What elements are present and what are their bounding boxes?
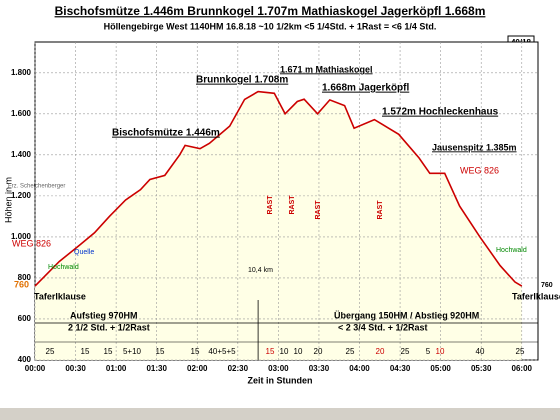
annotation: 760 [14,279,29,289]
y-tick-label: 1.400 [11,150,32,159]
x-tick-label: 05:00 [430,364,451,373]
duration-label: 15 [191,347,200,356]
duration-label: 40 [476,347,485,356]
duration-label: 25 [346,347,355,356]
y-tick-label: 600 [18,314,32,323]
x-tick-label: 01:30 [146,364,167,373]
annotation: Bischofsmütze 1.446m [112,128,220,139]
annotation: RAST [267,195,274,215]
annotation: WEG 826 [12,238,51,248]
chart-subtitle: Höllengebirge West 1140HM 16.8.18 ~10 1/… [104,21,437,31]
x-tick-label: 00:00 [25,364,46,373]
duration-label: 10 [280,347,289,356]
annotation: Übergang 150HM / Abstieg 920HM [334,310,479,320]
annotation: Quelle [74,249,94,256]
y-tick-label: 800 [18,273,32,282]
x-tick-label: 00:30 [65,364,86,373]
annotation: RAST [315,200,322,220]
annotation: Aufstieg 970HM [70,310,138,320]
x-tick-label: 01:00 [106,364,127,373]
annotation: Hochwald [496,247,527,254]
annotation: 760 [541,282,553,289]
duration-label: 20 [376,347,385,356]
duration-label: 15 [104,347,113,356]
duration-label: 10 [294,347,303,356]
x-tick-label: 03:00 [268,364,289,373]
annotation: Hochwald [48,264,79,271]
duration-label: 10 [436,347,445,356]
x-tick-label: 06:00 [512,364,533,373]
duration-label: 40+5+5 [208,347,236,356]
annotation: 10,4 km [248,267,273,274]
chart-title: Bischofsmütze 1.446m Brunnkogel 1.707m M… [55,4,486,18]
annotation: Frz. Scheichenberger [8,184,65,190]
duration-label: 25 [46,347,55,356]
annotation: 1.671 m Mathiaskogel [280,64,373,74]
y-axis-title: Höhen in m [3,177,13,223]
x-tick-label: 05:30 [471,364,492,373]
duration-label: 5+10 [123,347,142,356]
duration-label: 15 [81,347,90,356]
taskbar [0,408,560,420]
annotation: RAST [377,200,384,220]
y-tick-label: 1.200 [11,191,32,200]
x-tick-label: 04:30 [390,364,411,373]
duration-label: 5 [426,347,431,356]
y-tick-label: 1.600 [11,109,32,118]
duration-label: 25 [401,347,410,356]
x-axis-title: Zeit in Stunden [248,375,313,385]
x-tick-label: 02:00 [187,364,208,373]
y-tick-label: 400 [18,355,32,364]
duration-label: 25 [516,347,525,356]
duration-label: 15 [266,347,275,356]
annotation: WEG 826 [460,165,499,175]
x-tick-label: 04:00 [349,364,370,373]
annotation: Taferlklause [34,291,86,301]
annotation: Taferlklause [512,291,560,301]
y-tick-label: 1.000 [11,232,32,241]
y-tick-label: 1.800 [11,68,32,77]
x-tick-label: 03:30 [309,364,330,373]
annotation: Brunnkogel 1.708m [196,75,288,86]
annotation: 1.572m Hochleckenhaus [382,107,499,118]
annotation: 1.668m Jagerköpfl [322,83,409,94]
annotation: Jausenspitz 1.385m [432,142,517,152]
profile-line [34,90,523,287]
x-tick-label: 02:30 [228,364,249,373]
duration-label: 20 [314,347,323,356]
annotation: 2 1/2 Std. + 1/2Rast [68,322,150,332]
duration-label: 15 [156,347,165,356]
annotation: < 2 3/4 Std. + 1/2Rast [338,322,428,332]
annotation: RAST [289,195,296,215]
